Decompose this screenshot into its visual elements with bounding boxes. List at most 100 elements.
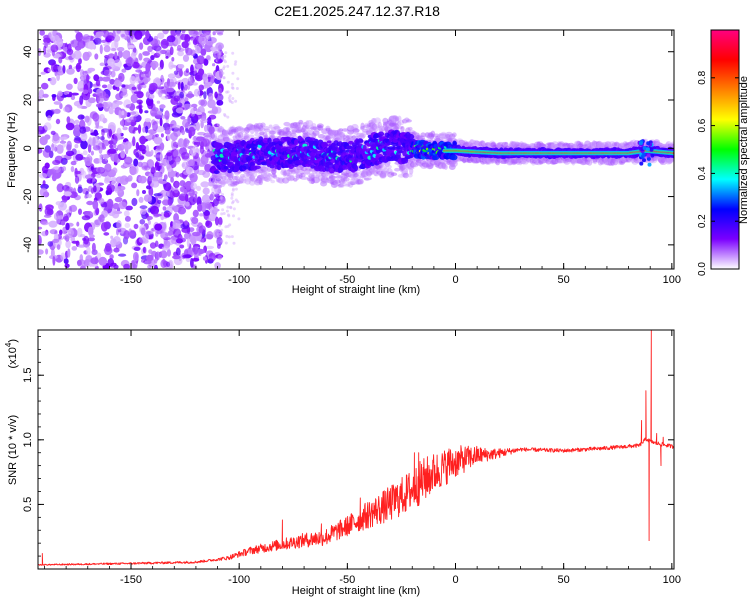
spectrogram-cell (77, 259, 82, 267)
spectrogram-cell (197, 203, 203, 212)
spectrogram-cell (77, 186, 83, 194)
spectrogram-cell (227, 126, 234, 133)
spectrogram-cell (219, 181, 227, 185)
spectrogram-cell (176, 30, 181, 37)
spectrogram-cell (139, 219, 146, 225)
spectrogram-cell (219, 125, 223, 129)
spectrogram-cell (199, 118, 208, 124)
spectrogram-cell (189, 188, 195, 198)
spectrogram-cell (74, 170, 81, 175)
spectrogram-cell (102, 101, 109, 108)
spectrogram-cell (228, 94, 232, 98)
spectrogram-cell (107, 258, 114, 267)
spectrogram-cell (223, 179, 230, 184)
spectrogram-cell (158, 89, 163, 98)
spectrogram-cell (253, 165, 261, 170)
spectrogram-cell (209, 134, 217, 141)
spectrogram-cell (87, 40, 96, 50)
spectrogram-cell (93, 74, 100, 82)
spectrogram-cell (101, 84, 108, 89)
spectrogram-cell (168, 81, 176, 88)
spectrogram-cell (56, 144, 64, 155)
spectrogram-cell (78, 208, 82, 215)
spectrogram-cell (166, 163, 171, 170)
spectrogram-cell (161, 96, 169, 100)
spectrogram-cell (246, 172, 254, 177)
spectrogram-cell (42, 180, 46, 186)
spectrogram-cell (273, 126, 281, 130)
spectrogram-cell (129, 75, 136, 85)
spectrogram-cell (181, 30, 186, 34)
spectrogram-cell (48, 220, 58, 228)
spectrogram-cell (394, 167, 401, 172)
spectrogram-cell (392, 145, 397, 151)
spectrogram-cell (150, 51, 155, 55)
spectrogram-cell (133, 251, 139, 262)
spectrogram-cell (59, 136, 68, 141)
spectrogram-cell (215, 178, 221, 182)
spectrogram-cell (45, 109, 53, 119)
spectrogram-cell (40, 221, 49, 226)
spectrogram-cell (222, 136, 226, 142)
spectrogram-cell (58, 202, 67, 211)
spectrogram-cell (144, 118, 151, 123)
spectrogram-cell (241, 135, 249, 140)
spectrogram-cell (56, 71, 64, 76)
spectrogram-cell (128, 229, 137, 239)
spectrogram-cell (163, 212, 170, 218)
spectrogram-cell (143, 194, 152, 202)
spectrogram-cell (228, 177, 232, 181)
spectrogram-cell (270, 179, 276, 184)
spectrogram-cell (153, 136, 163, 145)
spectrogram-cell (228, 183, 236, 187)
spectrogram-cell (93, 185, 97, 193)
spectrogram-cell (188, 126, 196, 137)
spectrogram-cell (235, 132, 241, 138)
spectrogram-cell (213, 184, 222, 188)
spectrogram-cell (150, 183, 154, 187)
spectrogram-cell (106, 185, 112, 192)
spectrogram-cell (212, 198, 219, 207)
spectrogram-cell (112, 236, 121, 245)
spectrogram-cell (60, 252, 66, 261)
spectrogram-cell (63, 258, 69, 265)
spectrogram-cell (131, 111, 136, 115)
spectrogram-cell (204, 202, 213, 210)
spectrogram-cell (212, 184, 219, 189)
spectrogram-cell (160, 259, 167, 269)
spectrogram-cell (118, 109, 122, 119)
spectrogram-cell (226, 129, 233, 134)
spectrogram-cell (76, 227, 83, 238)
spectrogram-cell (105, 35, 115, 42)
spectrogram-cell (177, 50, 185, 57)
spectrogram-cell (38, 238, 42, 245)
spectrogram-cell (62, 216, 69, 222)
spectrogram-cell (39, 172, 48, 179)
spectrogram-cell (124, 156, 133, 165)
spectrogram-cell (224, 241, 228, 245)
spectrogram-cell (74, 119, 80, 125)
spectrogram-cell (232, 214, 235, 218)
spectrogram-cell (221, 130, 229, 136)
spectrogram-cell (238, 175, 247, 182)
spectrogram-cell (210, 177, 216, 183)
spectrogram-cell (181, 152, 190, 160)
spectrogram-cell (93, 37, 102, 45)
spectrogram-cell (214, 262, 221, 269)
spectrogram-cell (67, 248, 71, 258)
spectrogram-cell (221, 208, 225, 212)
spectrogram-cell (201, 194, 211, 204)
spectrogram-cell (142, 51, 151, 56)
spectrogram-cell (42, 148, 52, 158)
spectrogram-cell (159, 104, 166, 109)
spectrogram-cell (38, 203, 43, 212)
spectrogram-cell (234, 187, 238, 191)
spectrogram-cell (135, 69, 143, 73)
spectrogram-cell (90, 166, 94, 171)
spectrogram-cell (45, 248, 49, 255)
spectrogram-cell (38, 226, 43, 230)
spectrogram-cell (71, 53, 76, 59)
spectrogram-cell (131, 182, 138, 189)
spectrogram-cell (149, 82, 158, 91)
spectrogram-cell (142, 84, 147, 89)
